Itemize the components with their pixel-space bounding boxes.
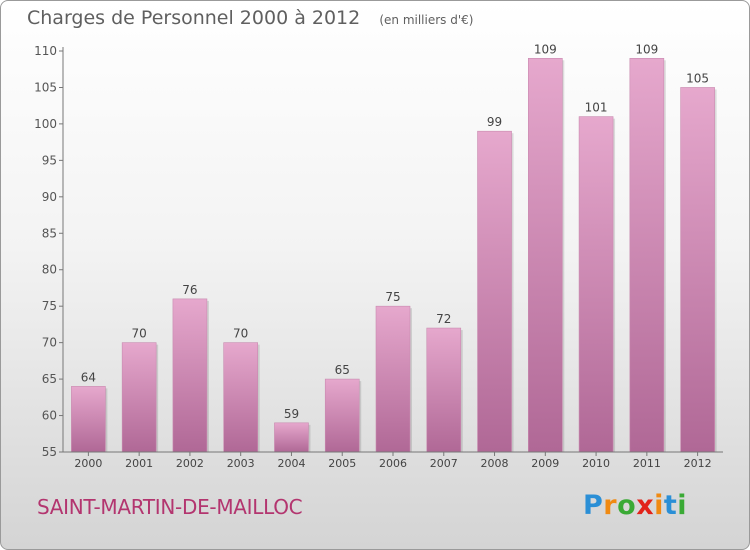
bar-value-label: 75 [385, 290, 400, 304]
y-tick-label: 65 [42, 372, 57, 386]
title-row: Charges de Personnel 2000 à 2012 (en mil… [27, 7, 473, 29]
bar-value-label: 109 [534, 42, 557, 56]
bar [172, 298, 208, 453]
x-tick-label: 2009 [531, 457, 559, 470]
logo-letter: o [617, 490, 637, 521]
chart-title: Charges de Personnel 2000 à 2012 [27, 7, 361, 29]
bar-value-label: 101 [585, 101, 608, 115]
bar [578, 116, 614, 453]
bar-value-label: 65 [335, 363, 350, 377]
x-axis: 2000 2001 2002 2003 2004 2005 2006 2007 2008 2009… [63, 451, 723, 470]
y-tick-label: 85 [42, 226, 57, 240]
logo-letter: t [663, 490, 678, 521]
bar [324, 378, 360, 453]
bar [477, 130, 512, 453]
y-tick-label: 90 [42, 190, 57, 204]
x-tick-label: 2010 [582, 457, 610, 470]
bar-value-label: 59 [284, 407, 299, 421]
x-tick-label: 2002 [176, 457, 204, 470]
bar [680, 87, 715, 453]
bar [375, 305, 411, 453]
y-tick-label: 75 [42, 299, 57, 313]
y-tick-label: 60 [42, 409, 57, 423]
commune-name: SAINT-MARTIN-DE-MAILLOC [37, 495, 303, 519]
logo-letter: P [583, 490, 604, 521]
y-tick-label: 100 [34, 117, 57, 131]
logo-letter: i [677, 490, 688, 521]
y-tick-label: 70 [42, 336, 57, 350]
bar [274, 422, 309, 453]
logo-letter: x [636, 490, 655, 521]
bar [528, 57, 563, 453]
bar-value-label: 64 [81, 370, 96, 384]
x-tick-label: 2006 [379, 457, 407, 470]
bar-value-label: 76 [182, 283, 197, 297]
bar-value-label: 72 [436, 312, 451, 326]
y-axis: 55 60 65 70 75 80 85 90 95 100 105 110 [34, 44, 64, 459]
bar-value-label: 99 [487, 115, 502, 129]
chart-subtitle: (en milliers d'€) [379, 13, 474, 27]
bars-group: 64 70 76 70 59 65 75 72 99 109 101 109 105 [71, 42, 717, 453]
y-tick-label: 80 [42, 263, 57, 277]
x-tick-label: 2005 [328, 457, 356, 470]
bar [121, 342, 157, 453]
x-tick-label: 2011 [633, 457, 661, 470]
bar-value-label: 109 [635, 42, 658, 56]
y-tick-label: 95 [42, 153, 57, 167]
y-tick-label: 110 [34, 44, 57, 58]
logo-letter: r [603, 490, 618, 521]
x-tick-label: 2000 [74, 457, 102, 470]
x-tick-label: 2007 [430, 457, 458, 470]
x-tick-label: 2008 [481, 457, 509, 470]
bar [426, 327, 462, 453]
x-tick-label: 2003 [227, 457, 255, 470]
bar [71, 386, 106, 453]
x-tick-label: 2004 [277, 457, 305, 470]
bar-value-label: 70 [233, 327, 248, 341]
x-tick-label: 2001 [125, 457, 153, 470]
y-tick-label: 105 [34, 80, 57, 94]
y-tick-label: 55 [42, 445, 57, 459]
x-tick-label: 2012 [684, 457, 712, 470]
bar-value-label: 70 [132, 327, 147, 341]
bar [629, 57, 665, 453]
bar-value-label: 105 [686, 71, 709, 85]
logo-letter: i [654, 490, 664, 521]
bar [223, 342, 258, 453]
proxiti-logo: Proxiti [583, 490, 687, 521]
